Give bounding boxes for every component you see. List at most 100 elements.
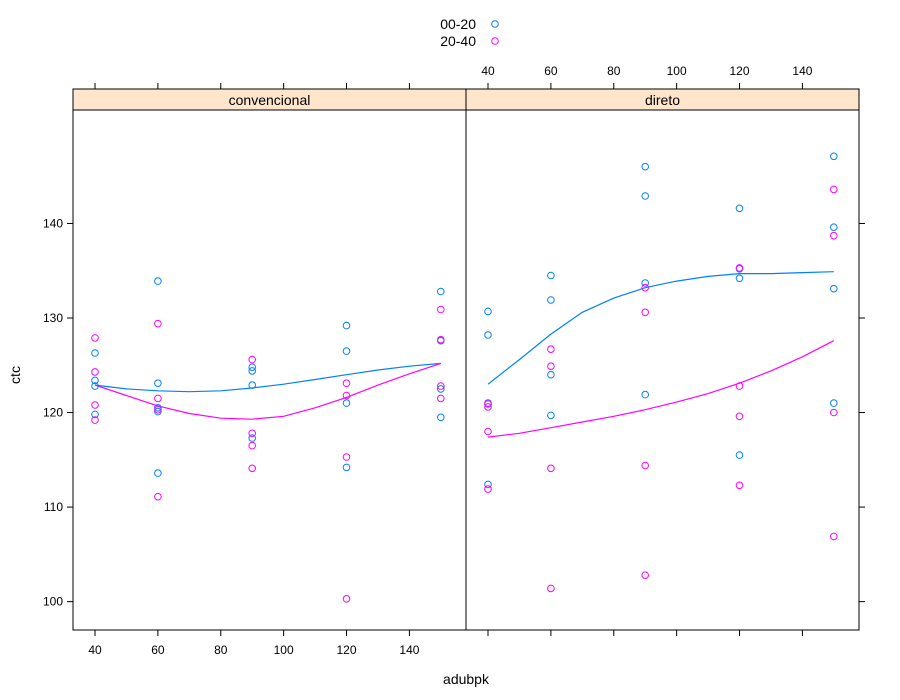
point-00-20 [342, 399, 351, 407]
point-20-40 [342, 453, 351, 461]
x-tick-label: 120 [730, 64, 750, 78]
point-00-20 [547, 370, 555, 379]
point-00-20 [154, 404, 162, 412]
smooth-line-20-40 [94, 362, 441, 420]
point-00-20 [342, 463, 351, 472]
point-00-20 [437, 413, 445, 422]
legend-marker-00-20 [491, 20, 499, 28]
point-20-40 [437, 394, 445, 403]
point-20-40 [91, 401, 99, 409]
point-20-40 [641, 571, 650, 580]
panel-convencional: convencional [72, 88, 467, 631]
point-00-20 [154, 407, 162, 416]
x-axis-title: adubpk [443, 671, 490, 687]
point-00-20 [547, 296, 555, 304]
panel-border [72, 109, 467, 631]
point-00-20 [154, 277, 162, 285]
point-20-40 [735, 412, 744, 421]
point-00-20 [735, 204, 744, 213]
smooth-line-20-40 [487, 340, 835, 438]
x-tick-label: 140 [792, 64, 812, 78]
point-20-40 [154, 492, 162, 501]
point-20-40 [830, 408, 838, 417]
y-axis-title: ctc [7, 366, 23, 384]
point-20-40 [248, 429, 256, 438]
point-00-20 [248, 434, 256, 442]
point-00-20 [154, 379, 162, 388]
point-20-40 [437, 335, 445, 344]
point-00-20 [641, 192, 650, 200]
point-20-40 [830, 532, 838, 541]
point-20-40 [735, 382, 744, 390]
point-00-20 [735, 451, 744, 459]
point-00-20 [547, 271, 555, 280]
x-tick-label: 40 [88, 643, 102, 657]
point-20-40 [484, 427, 492, 436]
smooth-line-00-20 [94, 362, 441, 393]
point-00-20 [342, 347, 351, 355]
point-20-40 [735, 264, 744, 272]
x-tick-label: 80 [214, 643, 228, 657]
point-20-40 [437, 382, 445, 390]
point-00-20 [437, 385, 445, 393]
point-20-40 [91, 334, 99, 342]
point-20-40 [484, 403, 492, 411]
point-00-20 [248, 363, 256, 372]
smooth-line-00-20 [487, 271, 834, 385]
point-00-20 [91, 382, 99, 390]
y-tick-label: 100 [43, 595, 63, 609]
point-20-40 [342, 595, 351, 603]
point-20-40 [547, 464, 555, 473]
point-20-40 [248, 464, 256, 473]
point-00-20 [342, 321, 351, 330]
point-20-40 [342, 391, 351, 400]
x-tick-label: 80 [607, 64, 621, 78]
point-20-40 [641, 308, 650, 317]
x-tick-label: 100 [667, 64, 687, 78]
panel-direto: direto [465, 88, 860, 631]
strip-label: direto [645, 92, 680, 108]
point-00-20 [248, 367, 256, 375]
point-00-20 [91, 349, 99, 357]
legend-label-00-20: 00-20 [440, 16, 476, 32]
point-00-20 [830, 399, 838, 407]
point-20-40 [830, 185, 838, 194]
x-tick-label: 100 [274, 643, 294, 657]
point-00-20 [91, 410, 99, 419]
point-00-20 [437, 287, 445, 296]
point-20-40 [248, 355, 256, 364]
panel-border [465, 109, 860, 631]
point-20-40 [91, 368, 99, 376]
x-tick-label: 60 [151, 643, 165, 657]
y-tick-label: 130 [43, 311, 63, 325]
point-00-20 [830, 152, 838, 161]
point-20-40 [484, 399, 492, 407]
legend-marker-20-40 [491, 37, 499, 45]
point-00-20 [484, 307, 492, 316]
point-20-40 [641, 283, 650, 292]
point-00-20 [641, 162, 650, 171]
point-20-40 [248, 441, 256, 450]
strip-label: convencional [229, 92, 311, 108]
point-00-20 [154, 469, 162, 477]
point-20-40 [437, 305, 445, 314]
y-tick-label: 120 [43, 406, 63, 420]
point-20-40 [484, 485, 492, 493]
point-00-20 [547, 411, 555, 420]
x-tick-label: 120 [337, 643, 357, 657]
point-00-20 [641, 390, 650, 399]
panels: convencional direto [72, 88, 860, 631]
point-20-40 [547, 345, 555, 354]
x-tick-label: 140 [399, 643, 419, 657]
axes: 40 40 60 60 80 80 100 100 120 120 140 140 100 110 120 1… [43, 64, 865, 657]
point-00-20 [91, 376, 99, 385]
point-20-40 [154, 319, 162, 328]
point-00-20 [830, 284, 838, 293]
point-20-40 [342, 379, 351, 388]
point-20-40 [154, 405, 162, 414]
point-20-40 [735, 481, 744, 490]
y-tick-label: 110 [44, 500, 63, 514]
point-00-20 [735, 274, 744, 283]
x-tick-label: 60 [544, 64, 558, 78]
